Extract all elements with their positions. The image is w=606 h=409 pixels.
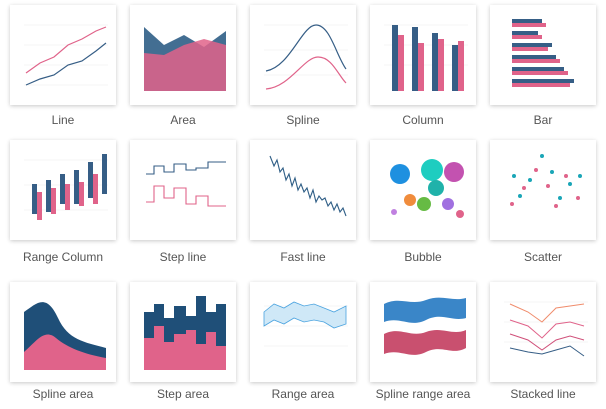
thumb-bar[interactable] <box>490 5 596 105</box>
chart-type-label[interactable]: Spline <box>286 113 320 127</box>
thumb-graphic <box>504 301 588 357</box>
thumb-area[interactable] <box>130 5 236 105</box>
thumb-graphic <box>510 154 582 208</box>
thumb-graphic <box>24 302 106 370</box>
thumb-scatter[interactable] <box>490 140 596 240</box>
thumb-graphic <box>24 24 108 86</box>
thumb-graphic <box>384 24 468 91</box>
chart-type-label[interactable]: Bubble <box>404 250 442 264</box>
thumb-graphic <box>269 155 347 217</box>
thumb-fast-line[interactable] <box>250 140 356 240</box>
thumb-range-column[interactable] <box>10 140 116 240</box>
thumb-line[interactable] <box>10 5 116 105</box>
thumb-graphic <box>263 301 348 347</box>
chart-type-label[interactable]: Step line <box>159 250 207 264</box>
thumb-graphic <box>264 24 348 90</box>
thumb-range-area[interactable] <box>250 282 356 382</box>
chart-type-label[interactable]: Step area <box>156 387 210 401</box>
chart-type-label[interactable]: Range area <box>271 387 335 401</box>
chart-type-label[interactable]: Spline area <box>32 387 94 401</box>
thumb-step-area[interactable] <box>130 282 236 382</box>
thumb-graphic <box>390 159 464 218</box>
thumb-graphic <box>146 161 226 207</box>
thumb-graphic <box>144 27 226 91</box>
chart-type-label[interactable]: Column <box>402 113 444 127</box>
thumb-column[interactable] <box>370 5 476 105</box>
thumb-spline-range-area[interactable] <box>370 282 476 382</box>
chart-type-label[interactable]: Fast line <box>280 250 326 264</box>
chart-type-label[interactable]: Scatter <box>523 250 562 264</box>
thumb-step-line[interactable] <box>130 140 236 240</box>
thumb-graphic <box>512 19 574 87</box>
thumb-graphic <box>384 297 466 355</box>
thumb-spline[interactable] <box>250 5 356 105</box>
chart-type-label[interactable]: Range Column <box>22 250 104 264</box>
chart-type-label[interactable]: Stacked line <box>510 387 576 401</box>
chart-type-label[interactable]: Line <box>51 113 75 127</box>
thumb-stacked-line[interactable] <box>490 282 596 382</box>
chart-type-label[interactable]: Bar <box>533 113 553 127</box>
chart-type-label[interactable]: Area <box>170 113 196 127</box>
thumb-spline-area[interactable] <box>10 282 116 382</box>
thumb-graphic <box>144 296 226 370</box>
chart-type-label[interactable]: Spline range area <box>375 387 471 401</box>
thumb-bubble[interactable] <box>370 140 476 240</box>
thumb-graphic <box>24 154 108 220</box>
